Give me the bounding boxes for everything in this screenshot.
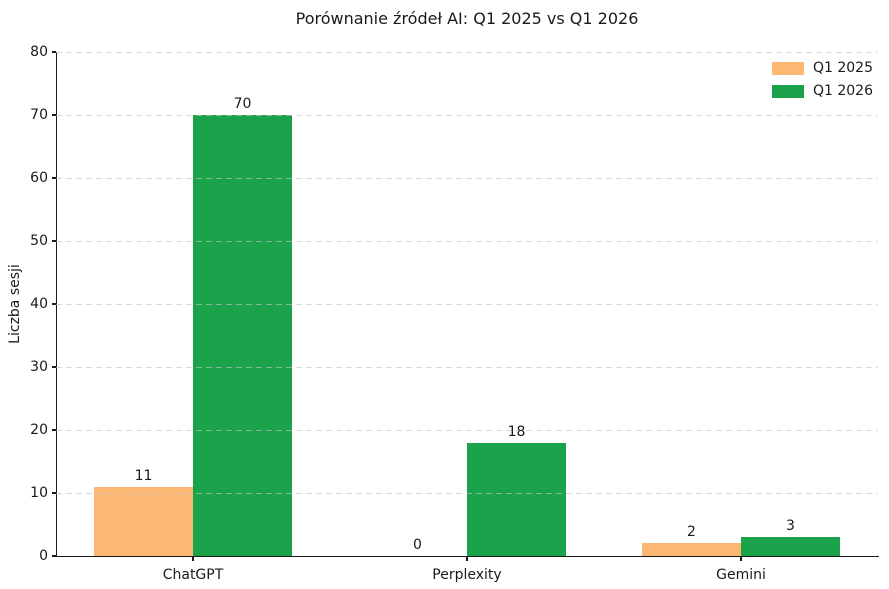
y-axis-tick	[52, 177, 56, 179]
gridline	[56, 177, 878, 179]
bar-value-label: 0	[413, 537, 422, 553]
y-tick-label: 40	[30, 296, 48, 312]
x-axis-tick	[192, 557, 194, 561]
y-axis-tick	[52, 429, 56, 431]
bar-q1-2026-perplexity	[467, 442, 566, 556]
gridline	[56, 492, 878, 494]
legend-swatch-icon	[771, 85, 804, 98]
legend-label: Q1 2026	[812, 83, 873, 99]
y-tick-label: 80	[30, 44, 48, 60]
plot-area	[56, 52, 879, 557]
bar-q1-2025-gemini	[642, 543, 741, 556]
y-tick-label: 50	[30, 233, 48, 249]
x-axis-tick	[740, 557, 742, 561]
bar-value-label: 2	[687, 524, 696, 541]
y-tick-label: 70	[30, 107, 48, 123]
gridline	[56, 429, 878, 431]
gridline	[56, 366, 878, 368]
legend-label: Q1 2025	[812, 60, 873, 76]
gridline	[56, 51, 878, 53]
gridline	[56, 240, 878, 242]
gridline	[56, 303, 878, 305]
x-tick-label-perplexity: Perplexity	[432, 567, 502, 583]
y-axis-tick	[52, 51, 56, 53]
chart-title: Porównanie źródeł AI: Q1 2025 vs Q1 2026	[295, 9, 639, 28]
legend-item: Q1 2025	[771, 60, 873, 76]
y-axis-tick	[52, 366, 56, 368]
gridline	[56, 114, 878, 116]
legend: Q1 2025 Q1 2026	[771, 60, 873, 99]
legend-swatch-icon	[771, 62, 804, 75]
y-axis-tick	[52, 555, 56, 557]
y-axis-tick	[52, 114, 56, 116]
y-tick-label: 30	[30, 359, 48, 375]
y-axis-tick	[52, 303, 56, 305]
legend-item: Q1 2026	[771, 83, 873, 99]
bar-q1-2026-gemini	[741, 537, 840, 556]
x-tick-label-gemini: Gemini	[716, 567, 766, 583]
bar-value-label: 3	[786, 518, 795, 535]
bar-value-label: 70	[233, 96, 252, 112]
bar-value-label: 18	[507, 423, 526, 440]
y-tick-label: 10	[30, 485, 48, 501]
x-tick-label-chatgpt: ChatGPT	[162, 567, 224, 583]
y-tick-label: 20	[30, 422, 48, 438]
y-axis-tick	[52, 240, 56, 242]
y-tick-label: 0	[39, 548, 48, 564]
bar-q1-2025-chatgpt	[94, 486, 193, 556]
x-axis-tick	[466, 557, 468, 561]
bar-value-label: 11	[134, 467, 153, 484]
bar-q1-2026-chatgpt	[193, 115, 292, 556]
y-axis-tick	[52, 492, 56, 494]
y-tick-label: 60	[30, 170, 48, 186]
